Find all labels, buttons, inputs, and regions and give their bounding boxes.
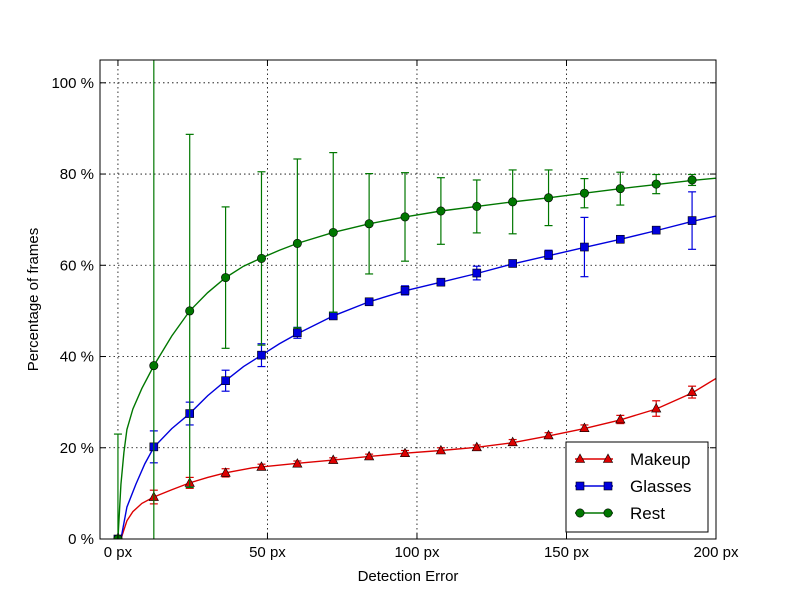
makeup-point <box>256 461 267 471</box>
rest-point <box>651 179 661 189</box>
legend-makeup-marker-left <box>574 453 586 463</box>
makeup-point <box>220 467 231 477</box>
x-axis-label: Detection Error <box>358 568 459 585</box>
glasses-point <box>293 328 302 338</box>
glasses-point <box>364 297 374 307</box>
axis-ticks: 0 px 50 px 100 px 150 px 200 px 0 % 20 % 40 % 60… <box>51 60 739 561</box>
makeup-point <box>543 429 554 440</box>
glasses-point <box>616 234 625 244</box>
makeup-point <box>399 447 411 458</box>
rest-point <box>221 273 231 283</box>
glasses-point <box>436 277 446 287</box>
rest-point <box>149 361 159 371</box>
x-tick-label: 50 px <box>249 544 286 561</box>
glasses-point <box>400 286 410 295</box>
glasses-point <box>508 259 517 268</box>
makeup-point <box>292 458 303 468</box>
series-rest <box>113 60 716 539</box>
glasses-point <box>221 376 230 386</box>
y-tick-label: 100 % <box>51 75 94 92</box>
makeup-point <box>364 450 375 461</box>
glasses-point <box>472 268 482 278</box>
legend-box <box>565 441 709 533</box>
glasses-point <box>687 216 697 225</box>
legend-rest-label: Rest <box>630 504 665 523</box>
y-tick-label: 80 % <box>60 166 94 183</box>
rest-point <box>400 212 410 222</box>
x-tick-label: 150 px <box>544 544 590 561</box>
legend-entry-makeup: Makeup <box>574 450 690 469</box>
makeup-point <box>507 436 518 447</box>
glasses-point <box>580 242 589 252</box>
rest-point <box>544 193 554 203</box>
glasses-point <box>328 311 338 321</box>
glasses-point <box>257 350 266 360</box>
rest-point <box>687 175 697 185</box>
y-axis-label: Percentage of frames <box>25 228 42 371</box>
rest-point <box>364 219 374 229</box>
makeup-point <box>615 413 626 424</box>
rest-point <box>256 253 266 263</box>
glasses-point <box>544 250 553 260</box>
rest-point <box>508 197 518 207</box>
legend: Makeup Glasses Rest <box>565 441 709 533</box>
makeup-point <box>686 386 698 396</box>
legend-glasses-marker-left <box>575 481 585 491</box>
legend-entries: Makeup Glasses Rest <box>574 450 691 523</box>
rest-point <box>615 184 625 194</box>
rest-point <box>185 306 195 316</box>
glasses-point <box>651 225 661 235</box>
makeup-point <box>471 441 482 452</box>
legend-rest-marker-left <box>575 508 585 518</box>
makeup-point <box>579 422 590 432</box>
rest-point <box>579 188 589 198</box>
y-tick-label: 60 % <box>60 257 94 274</box>
legend-entry-glasses: Glasses <box>575 477 691 496</box>
legend-glasses-marker-right <box>603 481 613 491</box>
makeup-point <box>328 454 339 464</box>
legend-glasses-label: Glasses <box>630 477 691 496</box>
legend-entry-rest: Rest <box>575 504 665 523</box>
legend-makeup-marker-right <box>602 453 614 463</box>
makeup-point <box>651 402 662 413</box>
plot-frame <box>99 59 717 540</box>
makeup-point <box>435 444 446 455</box>
y-tick-label: 40 % <box>60 349 94 366</box>
rest-point <box>292 238 302 248</box>
rest-point <box>328 227 338 237</box>
x-tick-label: 100 px <box>394 544 440 561</box>
x-tick-label: 0 px <box>104 544 133 561</box>
rest-point <box>436 206 446 216</box>
y-tick-label: 0 % <box>68 531 94 548</box>
y-tick-label: 20 % <box>60 440 94 457</box>
rest-point <box>472 201 482 211</box>
rest-line <box>117 177 716 539</box>
legend-makeup-label: Makeup <box>630 450 690 469</box>
x-tick-label: 200 px <box>693 544 739 561</box>
legend-rest-marker-right <box>603 508 613 518</box>
